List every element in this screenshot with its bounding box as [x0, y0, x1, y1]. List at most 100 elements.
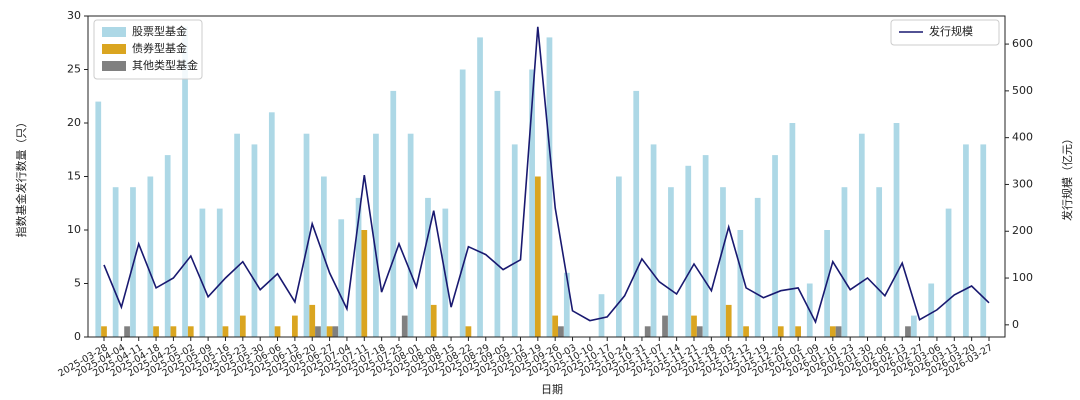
- y-tick-label: 15: [67, 170, 81, 183]
- bar: [292, 315, 298, 337]
- bar: [841, 187, 848, 337]
- bar: [147, 176, 154, 337]
- bar: [494, 90, 501, 338]
- y-tick-label: 30: [67, 9, 81, 22]
- bar: [303, 133, 310, 337]
- bar: [835, 326, 842, 337]
- bar: [720, 187, 726, 337]
- bar: [928, 283, 935, 337]
- bar: [725, 304, 732, 337]
- bar: [407, 133, 414, 337]
- bar: [644, 326, 651, 337]
- bar: [124, 326, 130, 337]
- bar: [963, 144, 969, 337]
- bar: [95, 101, 102, 337]
- bar: [430, 304, 437, 337]
- bar: [101, 326, 107, 337]
- bar: [685, 165, 692, 337]
- bar: [772, 155, 778, 337]
- bar: [153, 326, 159, 337]
- bar: [338, 219, 345, 337]
- y-tick-label: 0: [74, 330, 81, 343]
- bar: [789, 123, 796, 337]
- y-tick-label: 20: [67, 116, 81, 129]
- bar: [477, 37, 483, 338]
- bar: [945, 208, 952, 337]
- bar: [662, 315, 668, 337]
- bar: [829, 326, 836, 337]
- legend: 发行规模: [890, 19, 1000, 46]
- legend-label: 发行规模: [929, 24, 973, 38]
- legend-swatch: [102, 61, 126, 71]
- bar: [222, 326, 229, 337]
- y-tick-label: 5: [74, 277, 81, 290]
- bar: [893, 123, 900, 337]
- bar: [425, 197, 431, 337]
- y2-tick-label: 300: [1012, 177, 1033, 190]
- bar: [112, 187, 119, 337]
- bar: [459, 69, 466, 337]
- bar: [465, 326, 472, 337]
- bar: [401, 315, 408, 337]
- bar: [529, 69, 535, 337]
- bar: [910, 315, 917, 337]
- bar: [858, 133, 865, 337]
- bar: [373, 133, 379, 337]
- bar: [326, 326, 333, 337]
- y2-axis-label: 发行规模（亿元）: [1060, 133, 1074, 221]
- legend-label: 股票型基金: [132, 24, 187, 38]
- bar: [239, 315, 246, 337]
- bar: [216, 208, 223, 337]
- bar: [558, 326, 564, 337]
- bar: [598, 294, 605, 337]
- bar: [743, 326, 749, 337]
- y-axis-label: 指数基金发行数量（只）: [14, 117, 28, 238]
- bar: [702, 155, 709, 337]
- bar: [905, 326, 911, 337]
- bar: [234, 133, 240, 337]
- bar: [777, 326, 784, 337]
- bar: [511, 144, 518, 337]
- bar: [650, 144, 657, 337]
- bar: [633, 90, 640, 338]
- line: [103, 26, 990, 325]
- x-axis-label: 日期: [541, 383, 563, 396]
- legend-frame: [890, 19, 1000, 46]
- bar: [980, 144, 987, 337]
- bar: [390, 90, 397, 338]
- bar: [552, 315, 559, 337]
- legend-swatch: [102, 44, 126, 54]
- legend-label: 债券型基金: [132, 41, 187, 55]
- bar: [268, 112, 275, 337]
- bar: [251, 144, 258, 337]
- bar: [361, 230, 368, 337]
- bar: [691, 315, 697, 337]
- bar: [170, 326, 177, 337]
- legend-swatch: [102, 27, 126, 37]
- y-tick-label: 10: [67, 223, 81, 236]
- bar: [615, 176, 622, 337]
- legend-label: 其他类型基金: [132, 58, 198, 72]
- y2-tick-label: 0: [1012, 318, 1019, 331]
- bar: [187, 326, 194, 337]
- y2-tick-label: 500: [1012, 84, 1033, 97]
- bar: [315, 326, 321, 337]
- y2-tick-label: 400: [1012, 131, 1033, 144]
- y-tick-label: 25: [67, 63, 81, 76]
- bar: [563, 272, 570, 337]
- y2-tick-label: 100: [1012, 271, 1033, 284]
- bar: [332, 326, 339, 337]
- bar: [795, 326, 801, 337]
- plot-frame: [87, 15, 1006, 338]
- bar: [182, 26, 188, 337]
- bar: [164, 155, 171, 337]
- y2-tick-label: 200: [1012, 224, 1033, 237]
- bar: [737, 230, 744, 337]
- bar: [534, 176, 541, 337]
- bar: [355, 197, 362, 337]
- bar: [309, 304, 316, 337]
- bar: [199, 208, 206, 337]
- bar: [274, 326, 281, 337]
